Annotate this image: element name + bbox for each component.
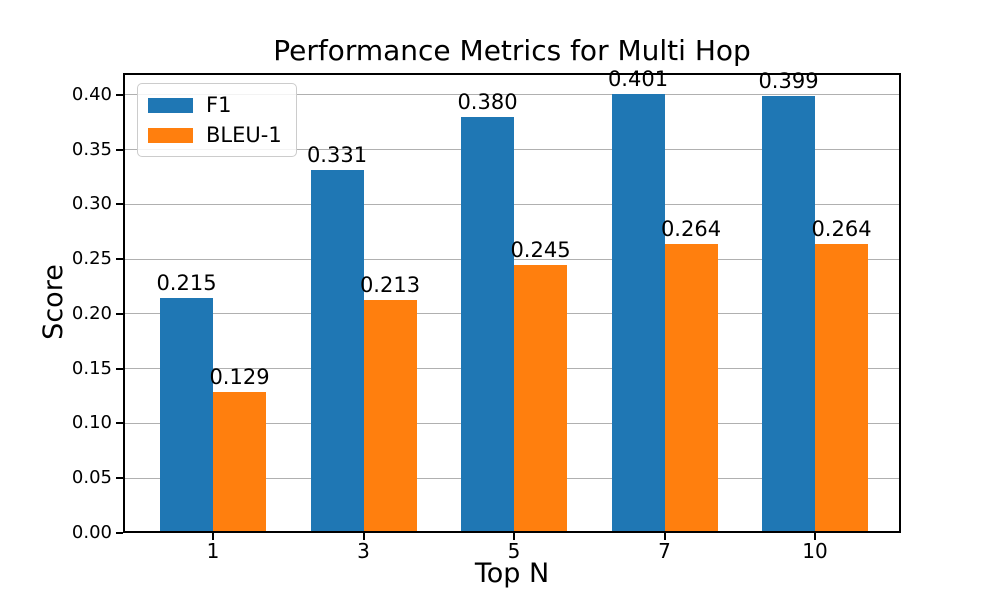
bar-BLEU-1-5 <box>514 264 567 533</box>
y-tick-mark <box>116 477 123 480</box>
y-tick-mark <box>116 148 123 151</box>
y-tick-label: 0.40 <box>71 83 112 105</box>
value-label-F1-3: 0.331 <box>306 143 368 168</box>
y-tick-mark <box>116 258 123 261</box>
value-label-F1-7: 0.401 <box>607 66 669 91</box>
y-tick-mark <box>116 532 123 534</box>
x-tick-mark <box>663 533 666 540</box>
bar-F1-1 <box>160 297 213 533</box>
y-tick-label: 0.10 <box>71 412 112 434</box>
y-tick-mark <box>116 203 123 206</box>
value-label-F1-5: 0.380 <box>457 89 518 114</box>
x-tick-mark <box>513 533 515 540</box>
bar-F1-7 <box>611 93 665 533</box>
y-tick-label: 0.25 <box>71 248 112 270</box>
legend-row-F1: F1 <box>148 90 286 120</box>
value-label-BLEU-1-5: 0.245 <box>510 237 571 262</box>
gridline <box>123 94 901 96</box>
x-axis-label: Top N <box>474 558 550 589</box>
bar-F1-10 <box>762 96 815 533</box>
y-tick-label: 0.35 <box>71 138 112 160</box>
y-tick-mark <box>116 312 123 315</box>
x-tick-label: 10 <box>802 539 828 563</box>
y-tick-label: 0.05 <box>71 467 112 489</box>
bar-F1-3 <box>310 170 364 533</box>
x-tick-mark <box>362 533 365 540</box>
value-label-BLEU-1-3: 0.213 <box>359 272 421 297</box>
value-label-F1-10: 0.399 <box>758 69 819 93</box>
bar-BLEU-1-10 <box>815 243 868 533</box>
x-tick-label: 7 <box>658 539 671 563</box>
legend-row-BLEU-1: BLEU-1 <box>148 120 286 150</box>
bar-BLEU-1-7 <box>664 243 718 533</box>
y-tick-mark <box>116 93 123 96</box>
y-tick-mark <box>116 422 123 425</box>
y-tick-label: 0.20 <box>71 302 112 324</box>
x-tick-label: 1 <box>206 539 220 563</box>
x-tick-label: 3 <box>357 539 370 563</box>
bar-BLEU-1-3 <box>363 299 417 533</box>
legend-swatch-F1 <box>148 97 193 113</box>
chart-title: Performance Metrics for Multi Hop <box>273 34 751 67</box>
legend-label-BLEU-1: BLEU-1 <box>206 123 282 147</box>
y-tick-label: 0.30 <box>71 193 112 215</box>
x-tick-mark <box>212 533 214 540</box>
bar-BLEU-1-1 <box>213 391 266 533</box>
value-label-BLEU-1-7: 0.264 <box>660 216 722 241</box>
y-tick-mark <box>116 367 123 370</box>
y-tick-label: 0.00 <box>71 522 112 543</box>
value-label-BLEU-1-1: 0.129 <box>209 364 270 389</box>
bar-F1-5 <box>461 116 514 533</box>
legend-label-F1: F1 <box>206 93 232 117</box>
legend-swatch-BLEU-1 <box>148 127 193 143</box>
value-label-BLEU-1-10: 0.264 <box>811 216 872 241</box>
x-tick-mark <box>814 533 816 540</box>
legend: F1 BLEU-1 <box>137 83 297 157</box>
x-tick-label: 5 <box>507 539 521 563</box>
value-label-F1-1: 0.215 <box>156 270 217 295</box>
y-tick-label: 0.15 <box>71 357 112 379</box>
plot-area: 0.215 0.331 0.380 0.401 0.399 0.129 0.213 0.245… <box>123 67 901 533</box>
